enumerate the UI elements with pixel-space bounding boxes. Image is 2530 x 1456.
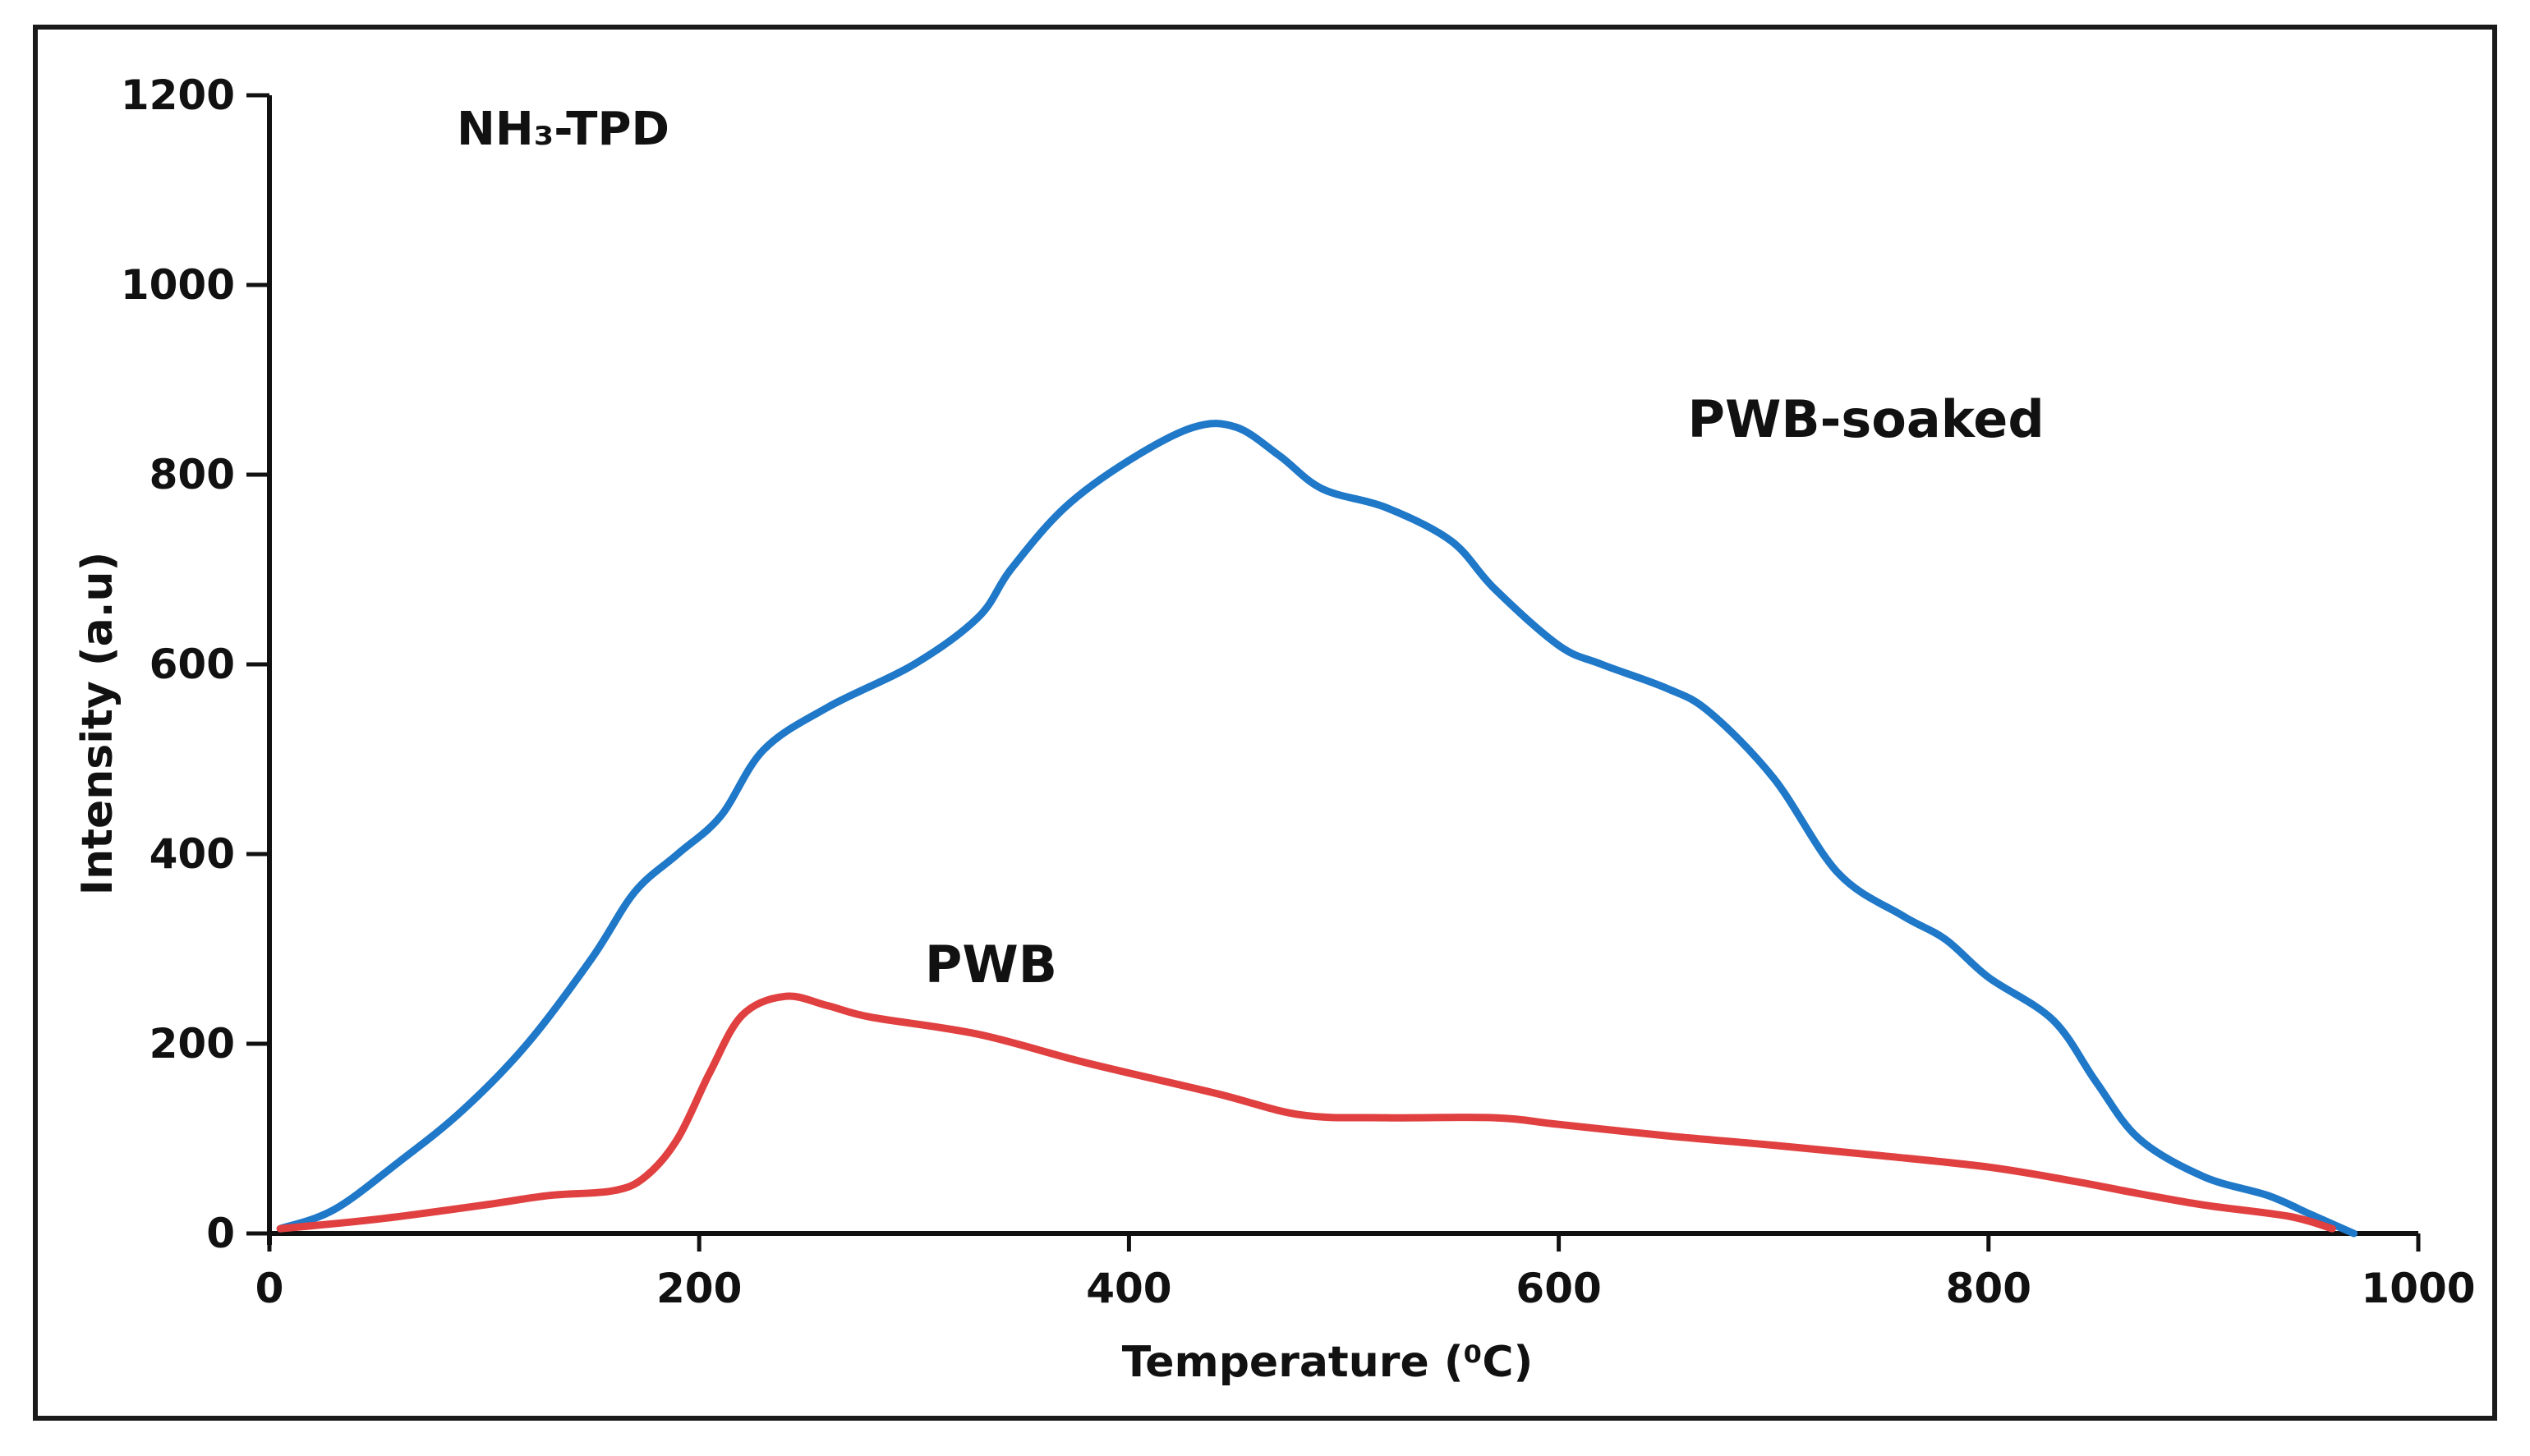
y-axis-ticks: 0 200 400 600 800 1000 1200 (121, 71, 269, 1257)
y-tick-label: 1200 (121, 71, 235, 119)
series-line-pwb-soaked (276, 420, 2358, 1238)
y-tick-label: 600 (150, 641, 235, 688)
x-tick-label: 600 (1516, 1265, 1601, 1312)
series-label-pwb: PWB (925, 935, 1057, 994)
series-line-pwb (276, 992, 2336, 1233)
series-lines (276, 420, 2358, 1238)
nh3-tpd-annotation: NH₃-TPD (457, 103, 669, 156)
y-axis-title: Intensity (a.u) (73, 552, 122, 896)
x-tick-label: 0 (255, 1265, 284, 1312)
series-labels: PWB-soaked PWB (925, 389, 2045, 994)
x-axis-ticks: 0 200 400 600 800 1000 (255, 1233, 2476, 1312)
x-tick-label: 400 (1086, 1265, 1171, 1312)
series-label-pwb-soaked: PWB-soaked (1688, 389, 2045, 449)
x-tick-label: 800 (1946, 1265, 2031, 1312)
chart-frame: 0 200 400 600 800 1000 1200 0 200 400 600 800 1000 … (33, 25, 2497, 1421)
axes (267, 95, 2418, 1245)
y-tick-label: 0 (206, 1210, 235, 1257)
y-tick-label: 1000 (121, 261, 235, 309)
x-tick-label: 1000 (2361, 1265, 2475, 1312)
x-tick-label: 200 (656, 1265, 742, 1312)
y-tick-label: 400 (150, 830, 235, 878)
x-axis-title: Temperature (⁰C) (1122, 1338, 1534, 1387)
y-tick-label: 200 (150, 1020, 235, 1068)
y-tick-label: 800 (150, 451, 235, 498)
